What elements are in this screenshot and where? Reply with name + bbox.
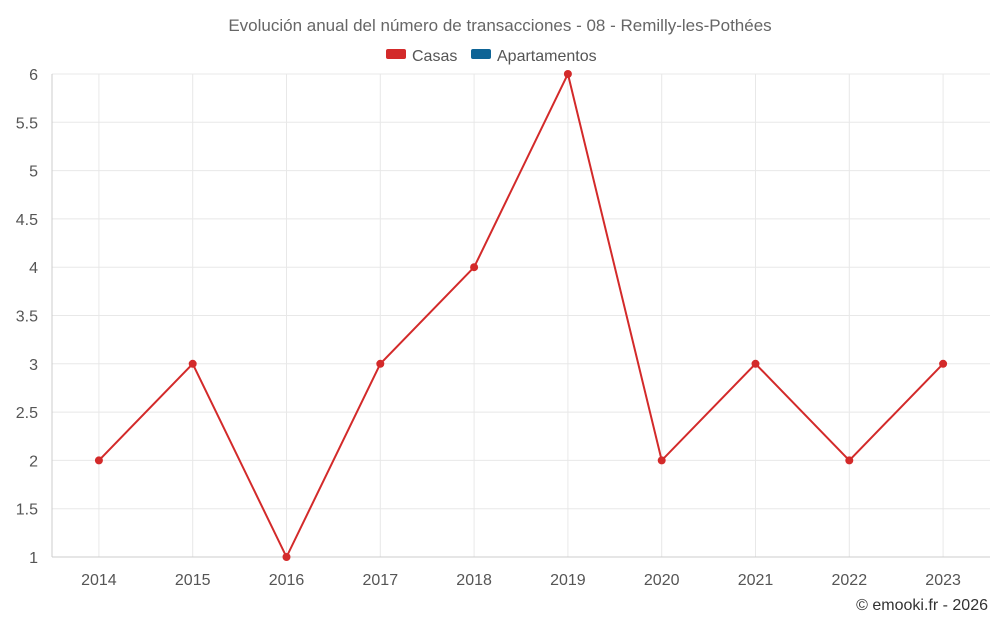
data-point-casas[interactable] [939, 359, 948, 368]
x-tick-label: 2014 [81, 572, 117, 589]
chart-title: Evolución anual del número de transaccio… [228, 16, 771, 35]
grid [52, 73, 990, 557]
data-point-casas[interactable] [94, 456, 103, 465]
data-point-casas[interactable] [188, 359, 197, 368]
y-tick-label: 3.5 [16, 309, 38, 326]
x-tick-label: 2021 [738, 572, 774, 589]
y-tick-label: 4.5 [16, 212, 38, 229]
x-axis: 2014 2015 2016 2017 2018 2019 2020 2021 2022 2023 [52, 556, 990, 589]
legend-label-apartamentos: Apartamentos [497, 48, 597, 65]
legend: Casas Apartamentos [386, 48, 597, 65]
legend-swatch-apartamentos [471, 49, 491, 59]
y-tick-label: 3 [29, 357, 38, 374]
data-point-casas[interactable] [470, 263, 479, 272]
legend-label-casas: Casas [412, 48, 457, 65]
credit-text: © emooki.fr - 2026 [856, 597, 988, 614]
y-axis: 1 1.5 2 2.5 3 3.5 4 4.5 5 5.5 6 [16, 67, 53, 567]
x-tick-label: 2016 [269, 572, 305, 589]
x-tick-label: 2023 [925, 572, 961, 589]
series-layer [94, 70, 948, 561]
x-tick-label: 2020 [644, 572, 680, 589]
y-tick-label: 2 [29, 453, 38, 470]
y-tick-label: 1.5 [16, 502, 38, 519]
y-tick-label: 6 [29, 67, 38, 84]
data-point-casas[interactable] [657, 456, 666, 465]
x-tick-label: 2017 [363, 572, 399, 589]
y-tick-label: 5.5 [16, 115, 38, 132]
y-tick-label: 5 [29, 164, 38, 181]
y-tick-label: 2.5 [16, 405, 38, 422]
data-point-casas[interactable] [845, 456, 854, 465]
data-point-casas[interactable] [751, 359, 760, 368]
legend-swatch-casas [386, 49, 406, 59]
y-tick-label: 1 [29, 550, 38, 567]
legend-item-apartamentos[interactable]: Apartamentos [471, 48, 597, 65]
data-point-casas[interactable] [376, 359, 385, 368]
data-point-casas[interactable] [563, 70, 572, 78]
x-tick-label: 2015 [175, 572, 211, 589]
x-tick-label: 2022 [832, 572, 868, 589]
x-tick-label: 2018 [456, 572, 492, 589]
legend-item-casas[interactable]: Casas [386, 48, 457, 65]
x-tick-label: 2019 [550, 572, 586, 589]
data-point-casas[interactable] [282, 553, 291, 561]
series-line-casas [98, 71, 944, 560]
y-tick-label: 4 [29, 260, 38, 277]
